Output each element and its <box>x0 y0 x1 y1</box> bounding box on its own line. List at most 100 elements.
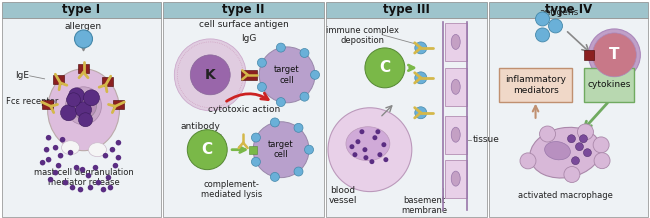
Circle shape <box>73 165 79 170</box>
Circle shape <box>588 29 640 81</box>
Bar <box>102 77 113 86</box>
FancyBboxPatch shape <box>445 116 467 154</box>
Circle shape <box>564 167 580 182</box>
FancyBboxPatch shape <box>240 70 257 80</box>
FancyBboxPatch shape <box>489 18 648 216</box>
Text: type III: type III <box>383 3 430 17</box>
Text: Fcε receptor: Fcε receptor <box>6 97 58 106</box>
Text: cytokines: cytokines <box>588 80 631 89</box>
Bar <box>42 100 53 109</box>
FancyBboxPatch shape <box>445 23 467 61</box>
Text: inflammatory
mediators: inflammatory mediators <box>505 75 566 95</box>
Ellipse shape <box>71 93 96 119</box>
FancyBboxPatch shape <box>163 2 324 18</box>
Circle shape <box>60 105 77 121</box>
Ellipse shape <box>451 171 460 186</box>
Circle shape <box>356 139 361 144</box>
Circle shape <box>369 159 374 164</box>
Circle shape <box>78 187 83 192</box>
Circle shape <box>363 155 369 160</box>
Text: antigens: antigens <box>540 9 579 17</box>
Circle shape <box>594 153 610 169</box>
Circle shape <box>270 118 280 127</box>
FancyBboxPatch shape <box>326 18 487 216</box>
Circle shape <box>359 129 365 134</box>
Circle shape <box>579 135 588 143</box>
Circle shape <box>86 173 91 178</box>
Circle shape <box>276 43 285 52</box>
Text: cell surface antigen: cell surface antigen <box>200 20 289 29</box>
Ellipse shape <box>451 127 460 142</box>
Circle shape <box>305 145 313 154</box>
FancyBboxPatch shape <box>2 18 161 216</box>
FancyBboxPatch shape <box>249 146 257 154</box>
Circle shape <box>116 140 122 145</box>
Text: K: K <box>205 68 216 82</box>
Circle shape <box>365 48 405 88</box>
Circle shape <box>53 145 58 150</box>
Circle shape <box>101 187 106 192</box>
Circle shape <box>83 90 99 106</box>
Circle shape <box>88 185 94 190</box>
FancyBboxPatch shape <box>445 160 467 198</box>
Text: type II: type II <box>222 3 265 17</box>
Ellipse shape <box>47 69 120 151</box>
Ellipse shape <box>451 34 460 49</box>
Circle shape <box>46 157 51 162</box>
Circle shape <box>575 143 584 151</box>
FancyBboxPatch shape <box>326 2 487 18</box>
Circle shape <box>363 147 367 152</box>
Circle shape <box>257 82 266 92</box>
Ellipse shape <box>530 127 601 178</box>
FancyBboxPatch shape <box>163 18 324 216</box>
Circle shape <box>79 113 92 127</box>
Circle shape <box>53 170 58 175</box>
Circle shape <box>174 39 246 111</box>
Circle shape <box>300 92 309 101</box>
Circle shape <box>80 167 85 172</box>
Bar <box>53 75 64 84</box>
Circle shape <box>577 124 593 140</box>
Circle shape <box>190 55 230 95</box>
Circle shape <box>294 123 303 132</box>
Text: tissue: tissue <box>473 135 500 144</box>
FancyBboxPatch shape <box>2 2 161 18</box>
Circle shape <box>108 185 113 190</box>
Circle shape <box>372 135 378 140</box>
Text: target
cell: target cell <box>274 65 300 85</box>
Circle shape <box>300 49 309 58</box>
Circle shape <box>593 137 609 153</box>
Circle shape <box>384 157 388 162</box>
Circle shape <box>75 102 92 118</box>
Circle shape <box>252 133 261 142</box>
Circle shape <box>112 163 118 169</box>
Circle shape <box>40 160 46 165</box>
Circle shape <box>48 177 53 182</box>
Text: target
cell: target cell <box>268 140 294 159</box>
Text: IgE: IgE <box>15 71 29 80</box>
Circle shape <box>56 163 61 169</box>
Circle shape <box>252 157 261 166</box>
Circle shape <box>75 30 92 48</box>
Circle shape <box>116 155 122 160</box>
Circle shape <box>294 167 303 176</box>
Circle shape <box>328 108 412 192</box>
Text: blood
vessel: blood vessel <box>329 186 358 205</box>
FancyBboxPatch shape <box>584 50 595 60</box>
FancyBboxPatch shape <box>584 68 634 102</box>
Ellipse shape <box>62 141 79 155</box>
Bar <box>78 64 89 73</box>
Text: antibody: antibody <box>180 122 220 131</box>
Circle shape <box>60 137 66 143</box>
Ellipse shape <box>545 141 571 160</box>
Text: IgG: IgG <box>241 34 257 43</box>
Circle shape <box>93 165 98 170</box>
Circle shape <box>257 58 266 67</box>
Circle shape <box>376 129 380 134</box>
Circle shape <box>46 135 51 141</box>
Circle shape <box>187 130 228 170</box>
Circle shape <box>66 93 81 107</box>
Circle shape <box>592 33 636 77</box>
Text: T: T <box>609 47 619 62</box>
Text: type I: type I <box>62 3 101 17</box>
